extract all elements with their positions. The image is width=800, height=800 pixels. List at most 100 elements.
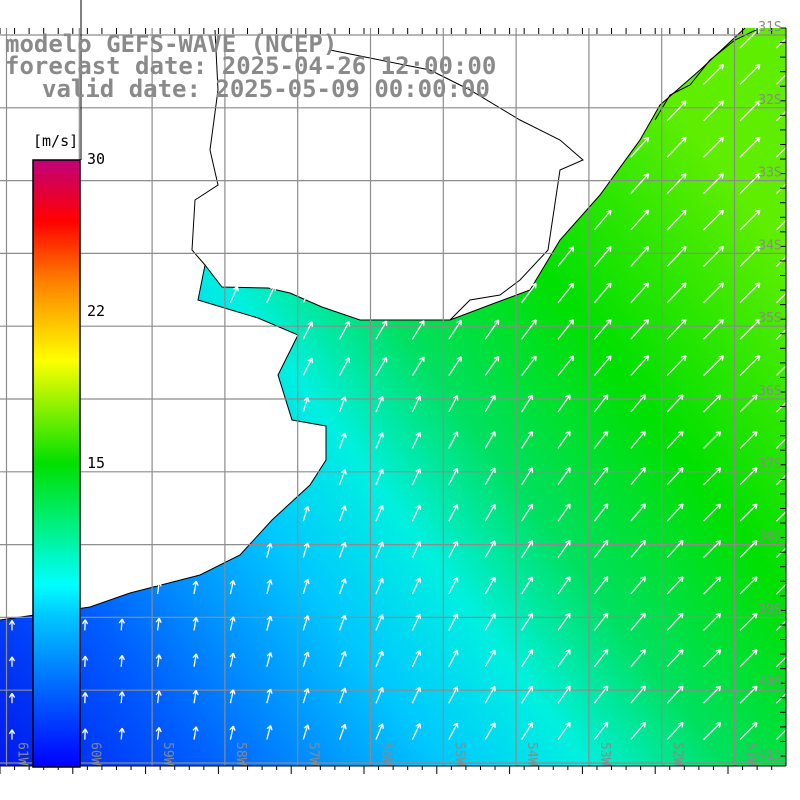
arrow-shaft (666, 685, 684, 704)
arrow-head (646, 137, 650, 143)
wind-arrow (448, 722, 459, 740)
arrow-head (229, 725, 234, 731)
arrow-shaft (739, 318, 761, 340)
arrow-shaft (448, 395, 458, 413)
wind-arrow (229, 616, 236, 631)
wind-arrow (739, 355, 761, 377)
arrow-head (680, 100, 687, 103)
latitude-label: 38S (758, 530, 781, 545)
arrow-head (415, 650, 421, 655)
arrow-shaft (521, 576, 534, 595)
wind-arrow (739, 503, 758, 522)
arrow-head (344, 615, 347, 621)
arrow-shaft (630, 209, 649, 231)
arrow-head (794, 246, 797, 252)
arrow-shaft (120, 655, 123, 667)
arrow-head (643, 209, 649, 213)
arrow-head (381, 723, 384, 729)
arrow-shaft (120, 618, 123, 631)
wind-arrow (302, 505, 310, 522)
arrow-shaft (593, 209, 612, 231)
arrow-head (490, 394, 496, 399)
wind-arrow (775, 576, 795, 595)
arrow-head (155, 617, 160, 623)
wind-arrow (302, 321, 313, 340)
arrow-head (684, 210, 687, 216)
arrow-head (718, 613, 722, 619)
arrow-shaft (302, 542, 309, 558)
arrow-shaft (557, 612, 571, 631)
wind-arrow (557, 503, 571, 522)
arrow-shaft (338, 651, 346, 668)
arrow-shaft (630, 467, 646, 486)
arrow-head (791, 540, 795, 546)
wind-arrow (484, 394, 496, 413)
wind-arrow (8, 620, 16, 631)
longitude-label: 58W (233, 742, 248, 766)
arrow-head (791, 431, 795, 437)
arrow-head (678, 576, 684, 579)
wind-arrow (557, 649, 571, 668)
arrow-head (344, 724, 347, 730)
arrow-head (794, 137, 797, 143)
wind-arrow (703, 136, 725, 158)
arrow-head (602, 649, 608, 653)
arrow-head (684, 282, 687, 289)
arrow-head (640, 648, 646, 652)
arrow-shaft (521, 467, 534, 486)
arrow-shaft (739, 576, 758, 595)
arrow-head (344, 357, 350, 361)
wind-arrow (302, 724, 310, 740)
latitude-label: 37S (758, 457, 781, 472)
arrow-head (378, 541, 383, 546)
arrow-shaft (302, 579, 309, 595)
wind-arrow (666, 612, 684, 631)
arrow-shaft (448, 468, 458, 486)
arrow-shaft (593, 722, 609, 740)
wind-arrow (630, 394, 646, 413)
arrow-head (307, 357, 313, 362)
arrow-shaft (411, 686, 421, 704)
arrow-head (643, 282, 649, 286)
arrow-head (340, 432, 346, 437)
arrow-head (565, 685, 571, 689)
arrow-shaft (775, 649, 794, 668)
wind-arrow (630, 612, 646, 631)
arrow-head (721, 246, 725, 252)
arrow-head (303, 651, 309, 656)
wind-arrow (375, 723, 384, 740)
wind-arrow (8, 656, 16, 667)
wind-arrow (557, 430, 571, 449)
arrow-head (755, 540, 758, 546)
arrow-head (681, 649, 684, 655)
arrow-shaft (703, 540, 722, 559)
wind-arrow (411, 431, 422, 449)
arrow-head (684, 100, 687, 107)
arrow-head (791, 100, 797, 103)
arrow-head (565, 576, 571, 580)
arrow-shaft (739, 64, 761, 85)
wind-arrow (448, 319, 462, 340)
wind-arrow (375, 504, 384, 522)
arrow-head (419, 432, 422, 438)
arrow-head (646, 173, 650, 179)
wind-arrow (703, 721, 722, 741)
wind-arrow (666, 318, 687, 340)
longitude-label: 52W (670, 742, 685, 766)
arrow-head (680, 209, 687, 213)
arrow-head (565, 649, 571, 653)
arrow-shaft (375, 614, 384, 631)
latitude-label: 32S (758, 93, 781, 108)
arrow-shaft (338, 432, 346, 449)
arrow-head (340, 723, 346, 728)
wind-arrow (338, 578, 347, 595)
arrow-shaft (521, 355, 537, 376)
arrow-head (791, 576, 795, 583)
arrow-head (718, 318, 724, 322)
arrow-head (681, 467, 684, 473)
arrow-head (8, 692, 13, 698)
arrow-head (121, 727, 125, 733)
wind-arrow (155, 617, 162, 631)
wind-arrow (411, 722, 422, 740)
wind-arrow (521, 282, 537, 304)
